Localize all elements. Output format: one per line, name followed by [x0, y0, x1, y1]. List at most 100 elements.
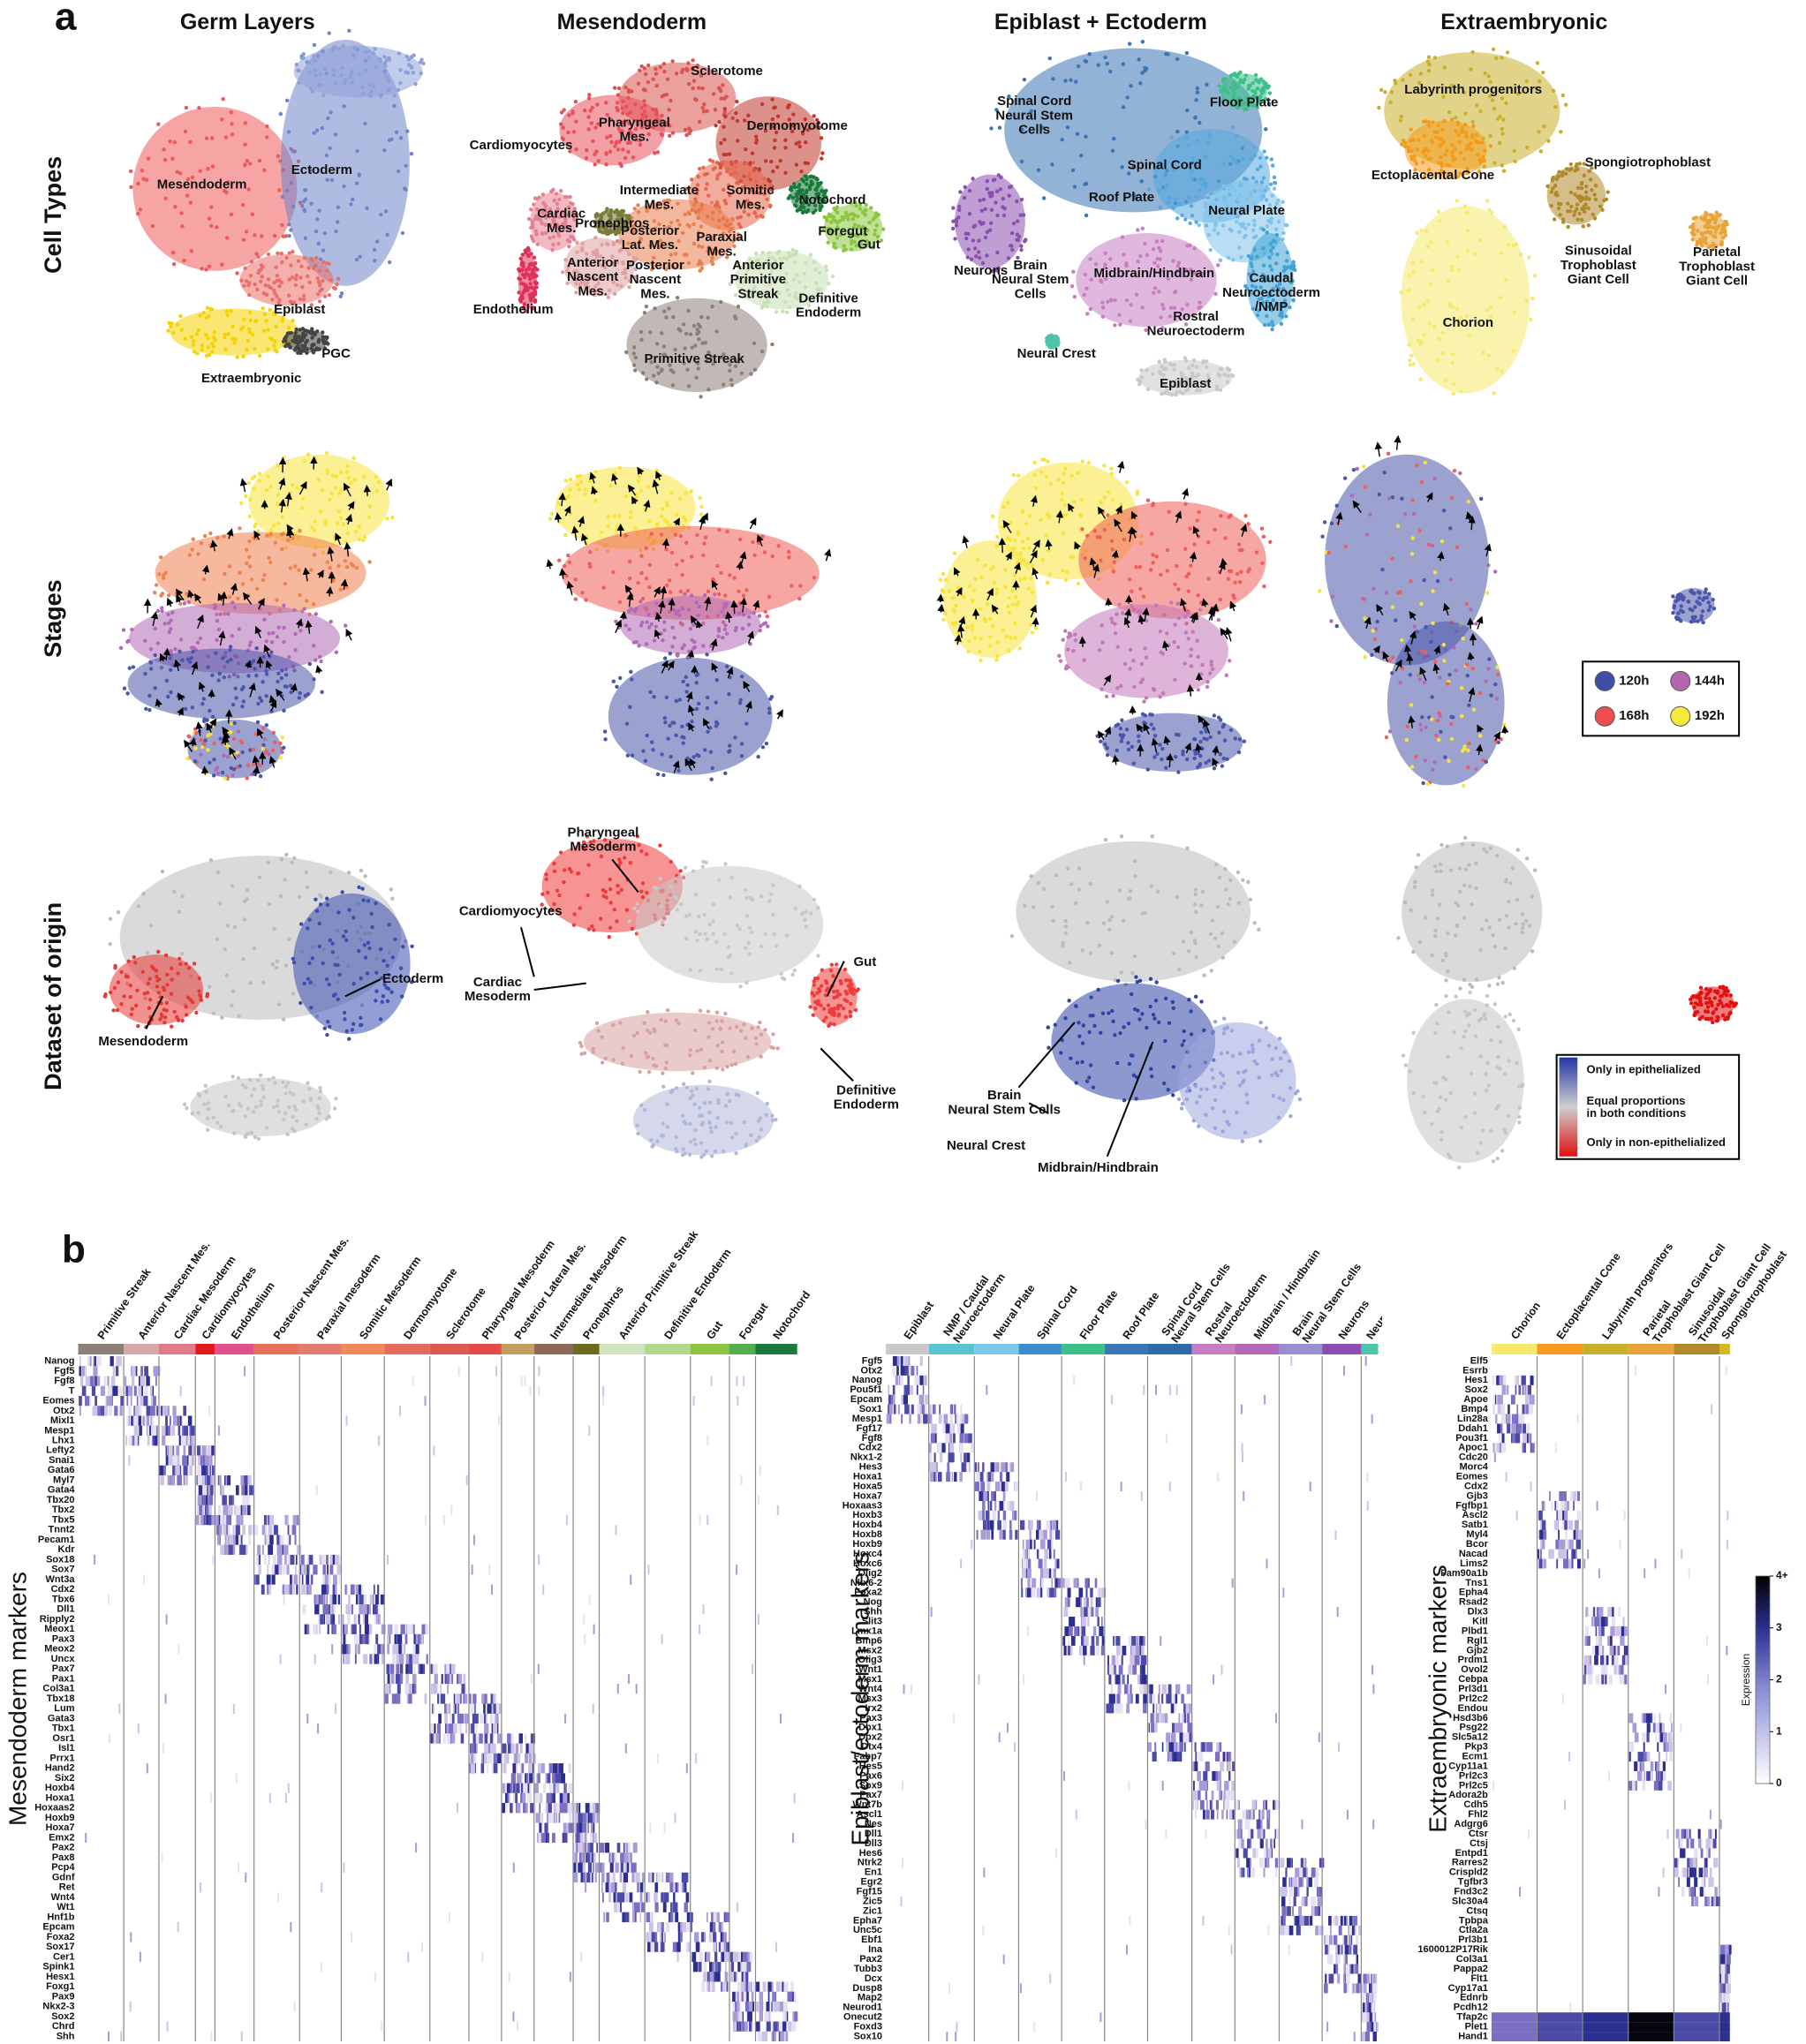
- cell-dot: [1257, 308, 1261, 313]
- cell-dot: [688, 332, 693, 336]
- cell-dot: [1722, 224, 1727, 229]
- cell-dot: [631, 223, 636, 229]
- cell-dot: [648, 690, 653, 694]
- cell-dot: [271, 524, 276, 528]
- cell-dot: [1387, 729, 1393, 734]
- cell-dot: [1198, 187, 1202, 192]
- cell-dot: [1271, 323, 1275, 328]
- cell-dot: [686, 607, 691, 612]
- cell-dot: [812, 260, 816, 265]
- cell-dot: [336, 276, 341, 281]
- cell-dot: [760, 250, 765, 255]
- cell-dot: [994, 658, 999, 662]
- cell-dot: [1016, 219, 1020, 223]
- cell-dot: [1085, 533, 1090, 539]
- cell-dot: [1100, 305, 1106, 310]
- cell-dot: [703, 592, 707, 598]
- cell-dot: [1167, 196, 1172, 201]
- cell-dot: [1271, 298, 1275, 303]
- cell-dot: [1030, 563, 1035, 569]
- cell-dot: [723, 771, 728, 776]
- cell-dot: [533, 299, 538, 304]
- cell-dot: [715, 721, 720, 726]
- cell-dot: [1427, 62, 1432, 67]
- cell-dot: [1450, 150, 1455, 155]
- cell-dot: [770, 187, 775, 192]
- cell-dot: [561, 222, 565, 226]
- cell-dot: [1334, 503, 1339, 508]
- cell-dot: [1560, 93, 1565, 98]
- cell-dot: [977, 238, 981, 243]
- cell-dot: [1706, 607, 1712, 613]
- cell-dot: [400, 230, 405, 236]
- velocity-arrow: [1500, 725, 1509, 735]
- cell-dot: [1500, 96, 1505, 101]
- cell-dot: [748, 200, 752, 206]
- cell-dot: [661, 62, 667, 66]
- cell-dot: [1451, 391, 1456, 396]
- cell-dot: [262, 737, 268, 742]
- cell-dot: [1537, 130, 1541, 134]
- cell-dot: [1474, 622, 1478, 626]
- cell-dot: [616, 514, 622, 518]
- cell-dot: [1208, 209, 1213, 215]
- cell-dot: [1699, 215, 1704, 221]
- cell-dot: [1419, 260, 1424, 265]
- cell-dot: [769, 159, 774, 164]
- cell-dot: [630, 133, 635, 139]
- cell-dot: [204, 268, 208, 272]
- cell-dot: [721, 382, 726, 387]
- cell-dot: [169, 324, 173, 329]
- cell-dot: [1030, 630, 1035, 635]
- cluster-area: [942, 540, 1038, 658]
- cell-dot: [1142, 699, 1146, 704]
- cell-dot: [1701, 598, 1705, 602]
- cell-dot: [155, 641, 161, 645]
- cell-dot: [531, 295, 535, 299]
- cell-dot: [286, 223, 291, 227]
- cell-dot: [1190, 176, 1194, 181]
- cell-dot: [1675, 593, 1681, 598]
- cell-dot: [763, 609, 767, 614]
- cell-dot: [764, 741, 769, 746]
- cell-dot: [629, 509, 633, 515]
- cell-dot: [621, 110, 625, 116]
- cell-dot: [747, 292, 752, 297]
- cell-dot: [700, 341, 705, 345]
- cell-dot: [331, 285, 336, 290]
- cell-dot: [1098, 535, 1102, 539]
- cell-dot: [1246, 223, 1251, 227]
- cell-dot: [1190, 214, 1195, 218]
- cell-dot: [1154, 603, 1159, 607]
- cell-dot: [1422, 680, 1427, 685]
- cell-dot: [722, 198, 727, 203]
- cell-dot: [552, 198, 557, 203]
- cell-dot: [1247, 272, 1251, 276]
- cell-dot: [1126, 741, 1130, 745]
- cell-dot: [617, 600, 623, 605]
- cell-dot: [778, 275, 782, 280]
- cell-dot: [1201, 177, 1205, 181]
- cell-dot: [1127, 171, 1131, 176]
- cell-dot: [262, 617, 267, 622]
- cell-dot: [956, 630, 960, 636]
- cell-dot: [690, 637, 694, 643]
- cell-dot: [724, 255, 729, 260]
- cell-dot: [405, 129, 410, 133]
- cell-dot: [1436, 161, 1441, 165]
- cell-dot: [653, 306, 657, 311]
- cell-dot: [1088, 257, 1092, 261]
- cell-dot: [705, 652, 709, 657]
- cell-dot: [273, 740, 277, 744]
- cell-dot: [222, 675, 226, 680]
- cell-dot: [357, 885, 361, 890]
- cell-dot: [245, 897, 249, 901]
- cell-dot: [246, 338, 250, 343]
- cell-dot: [556, 241, 561, 246]
- cell-dot: [401, 945, 405, 949]
- cell-dot: [291, 148, 296, 154]
- cell-dot: [983, 618, 987, 623]
- cell-dot: [1064, 664, 1069, 668]
- cell-dot: [1454, 116, 1458, 120]
- cell-dot: [129, 185, 133, 190]
